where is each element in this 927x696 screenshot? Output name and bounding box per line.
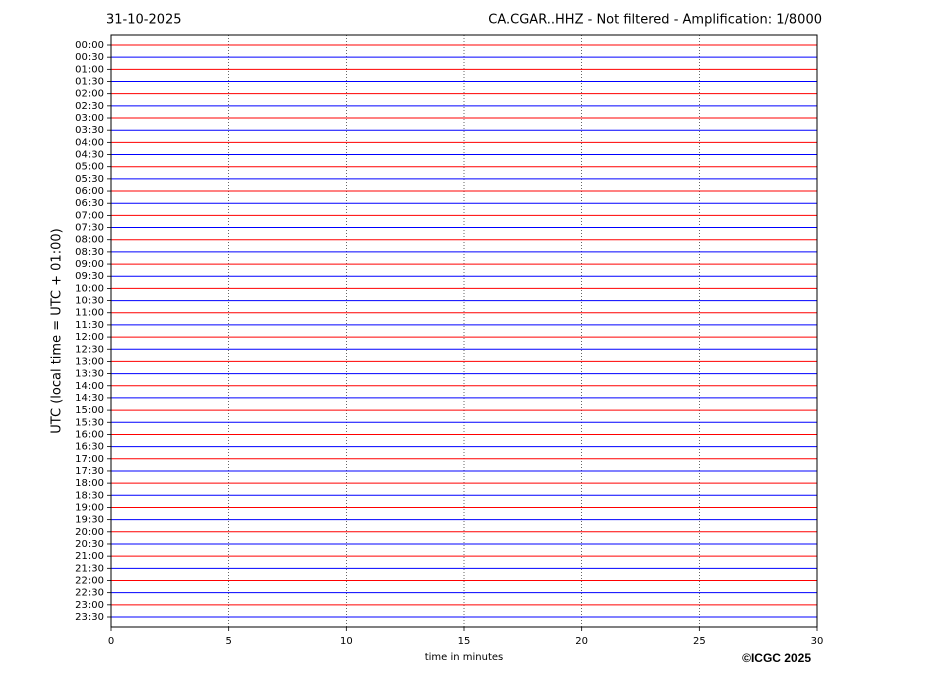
x-tick-label: 10 (340, 636, 353, 647)
y-tick-label: 08:00 (75, 235, 104, 246)
y-tick-label: 17:30 (75, 466, 104, 477)
y-tick-label: 01:00 (75, 64, 104, 75)
y-tick-label: 13:30 (75, 369, 104, 380)
y-tick-label: 04:00 (75, 137, 104, 148)
chart-title: 31-10-2025 (106, 13, 182, 28)
chart-subtitle: CA.CGAR..HHZ - Not filtered - Amplificat… (488, 13, 822, 28)
y-tick-label: 21:00 (75, 551, 104, 562)
y-tick-label: 20:30 (75, 539, 104, 550)
y-tick-label: 14:30 (75, 393, 104, 404)
y-tick-label: 23:30 (75, 612, 104, 623)
y-tick-label: 09:30 (75, 271, 104, 282)
y-tick-label: 09:00 (75, 259, 104, 270)
y-tick-label: 00:00 (75, 40, 104, 51)
y-tick-label: 06:30 (75, 198, 104, 209)
y-tick-label: 07:30 (75, 223, 104, 234)
y-tick-label: 03:00 (75, 113, 104, 124)
y-axis-label: UTC (local time = UTC + 01:00) (50, 228, 65, 433)
x-axis-label: time in minutes (425, 652, 504, 663)
y-tick-label: 18:00 (75, 478, 104, 489)
y-tick-label: 18:30 (75, 490, 104, 501)
y-tick-label: 02:30 (75, 101, 104, 112)
y-tick-label: 20:00 (75, 527, 104, 538)
y-tick-label: 16:30 (75, 442, 104, 453)
y-tick-label: 13:00 (75, 356, 104, 367)
y-tick-label: 22:00 (75, 575, 104, 586)
y-tick-label: 03:30 (75, 125, 104, 136)
y-tick-label: 11:00 (75, 308, 104, 319)
y-tick-label: 08:30 (75, 247, 104, 258)
y-tick-label: 05:00 (75, 162, 104, 173)
y-tick-label: 19:30 (75, 515, 104, 526)
y-tick-label: 10:00 (75, 283, 104, 294)
y-tick-label: 19:00 (75, 502, 104, 513)
y-tick-label: 15:30 (75, 417, 104, 428)
y-tick-label: 12:00 (75, 332, 104, 343)
y-tick-label: 05:30 (75, 174, 104, 185)
y-tick-label: 04:30 (75, 150, 104, 161)
y-tick-label: 11:30 (75, 320, 104, 331)
y-tick-label: 17:00 (75, 454, 104, 465)
y-tick-label: 01:30 (75, 77, 104, 88)
plot-frame (110, 34, 818, 628)
y-tick-label: 22:30 (75, 588, 104, 599)
y-tick-label: 21:30 (75, 563, 104, 574)
y-tick-label: 07:00 (75, 210, 104, 221)
x-tick-label: 25 (693, 636, 706, 647)
y-tick-label: 10:30 (75, 296, 104, 307)
y-tick-label: 02:00 (75, 89, 104, 100)
copyright: ©ICGC 2025 (742, 651, 811, 665)
y-tick-label: 15:00 (75, 405, 104, 416)
x-tick-label: 30 (811, 636, 824, 647)
x-tick-label: 15 (458, 636, 471, 647)
y-tick-label: 12:30 (75, 344, 104, 355)
y-tick-label: 00:30 (75, 52, 104, 63)
x-tick-label: 20 (575, 636, 588, 647)
x-tick-label: 5 (225, 636, 231, 647)
y-tick-label: 16:00 (75, 429, 104, 440)
y-tick-label: 14:00 (75, 381, 104, 392)
y-tick-label: 23:00 (75, 600, 104, 611)
x-tick-label: 0 (108, 636, 114, 647)
y-tick-label: 06:00 (75, 186, 104, 197)
